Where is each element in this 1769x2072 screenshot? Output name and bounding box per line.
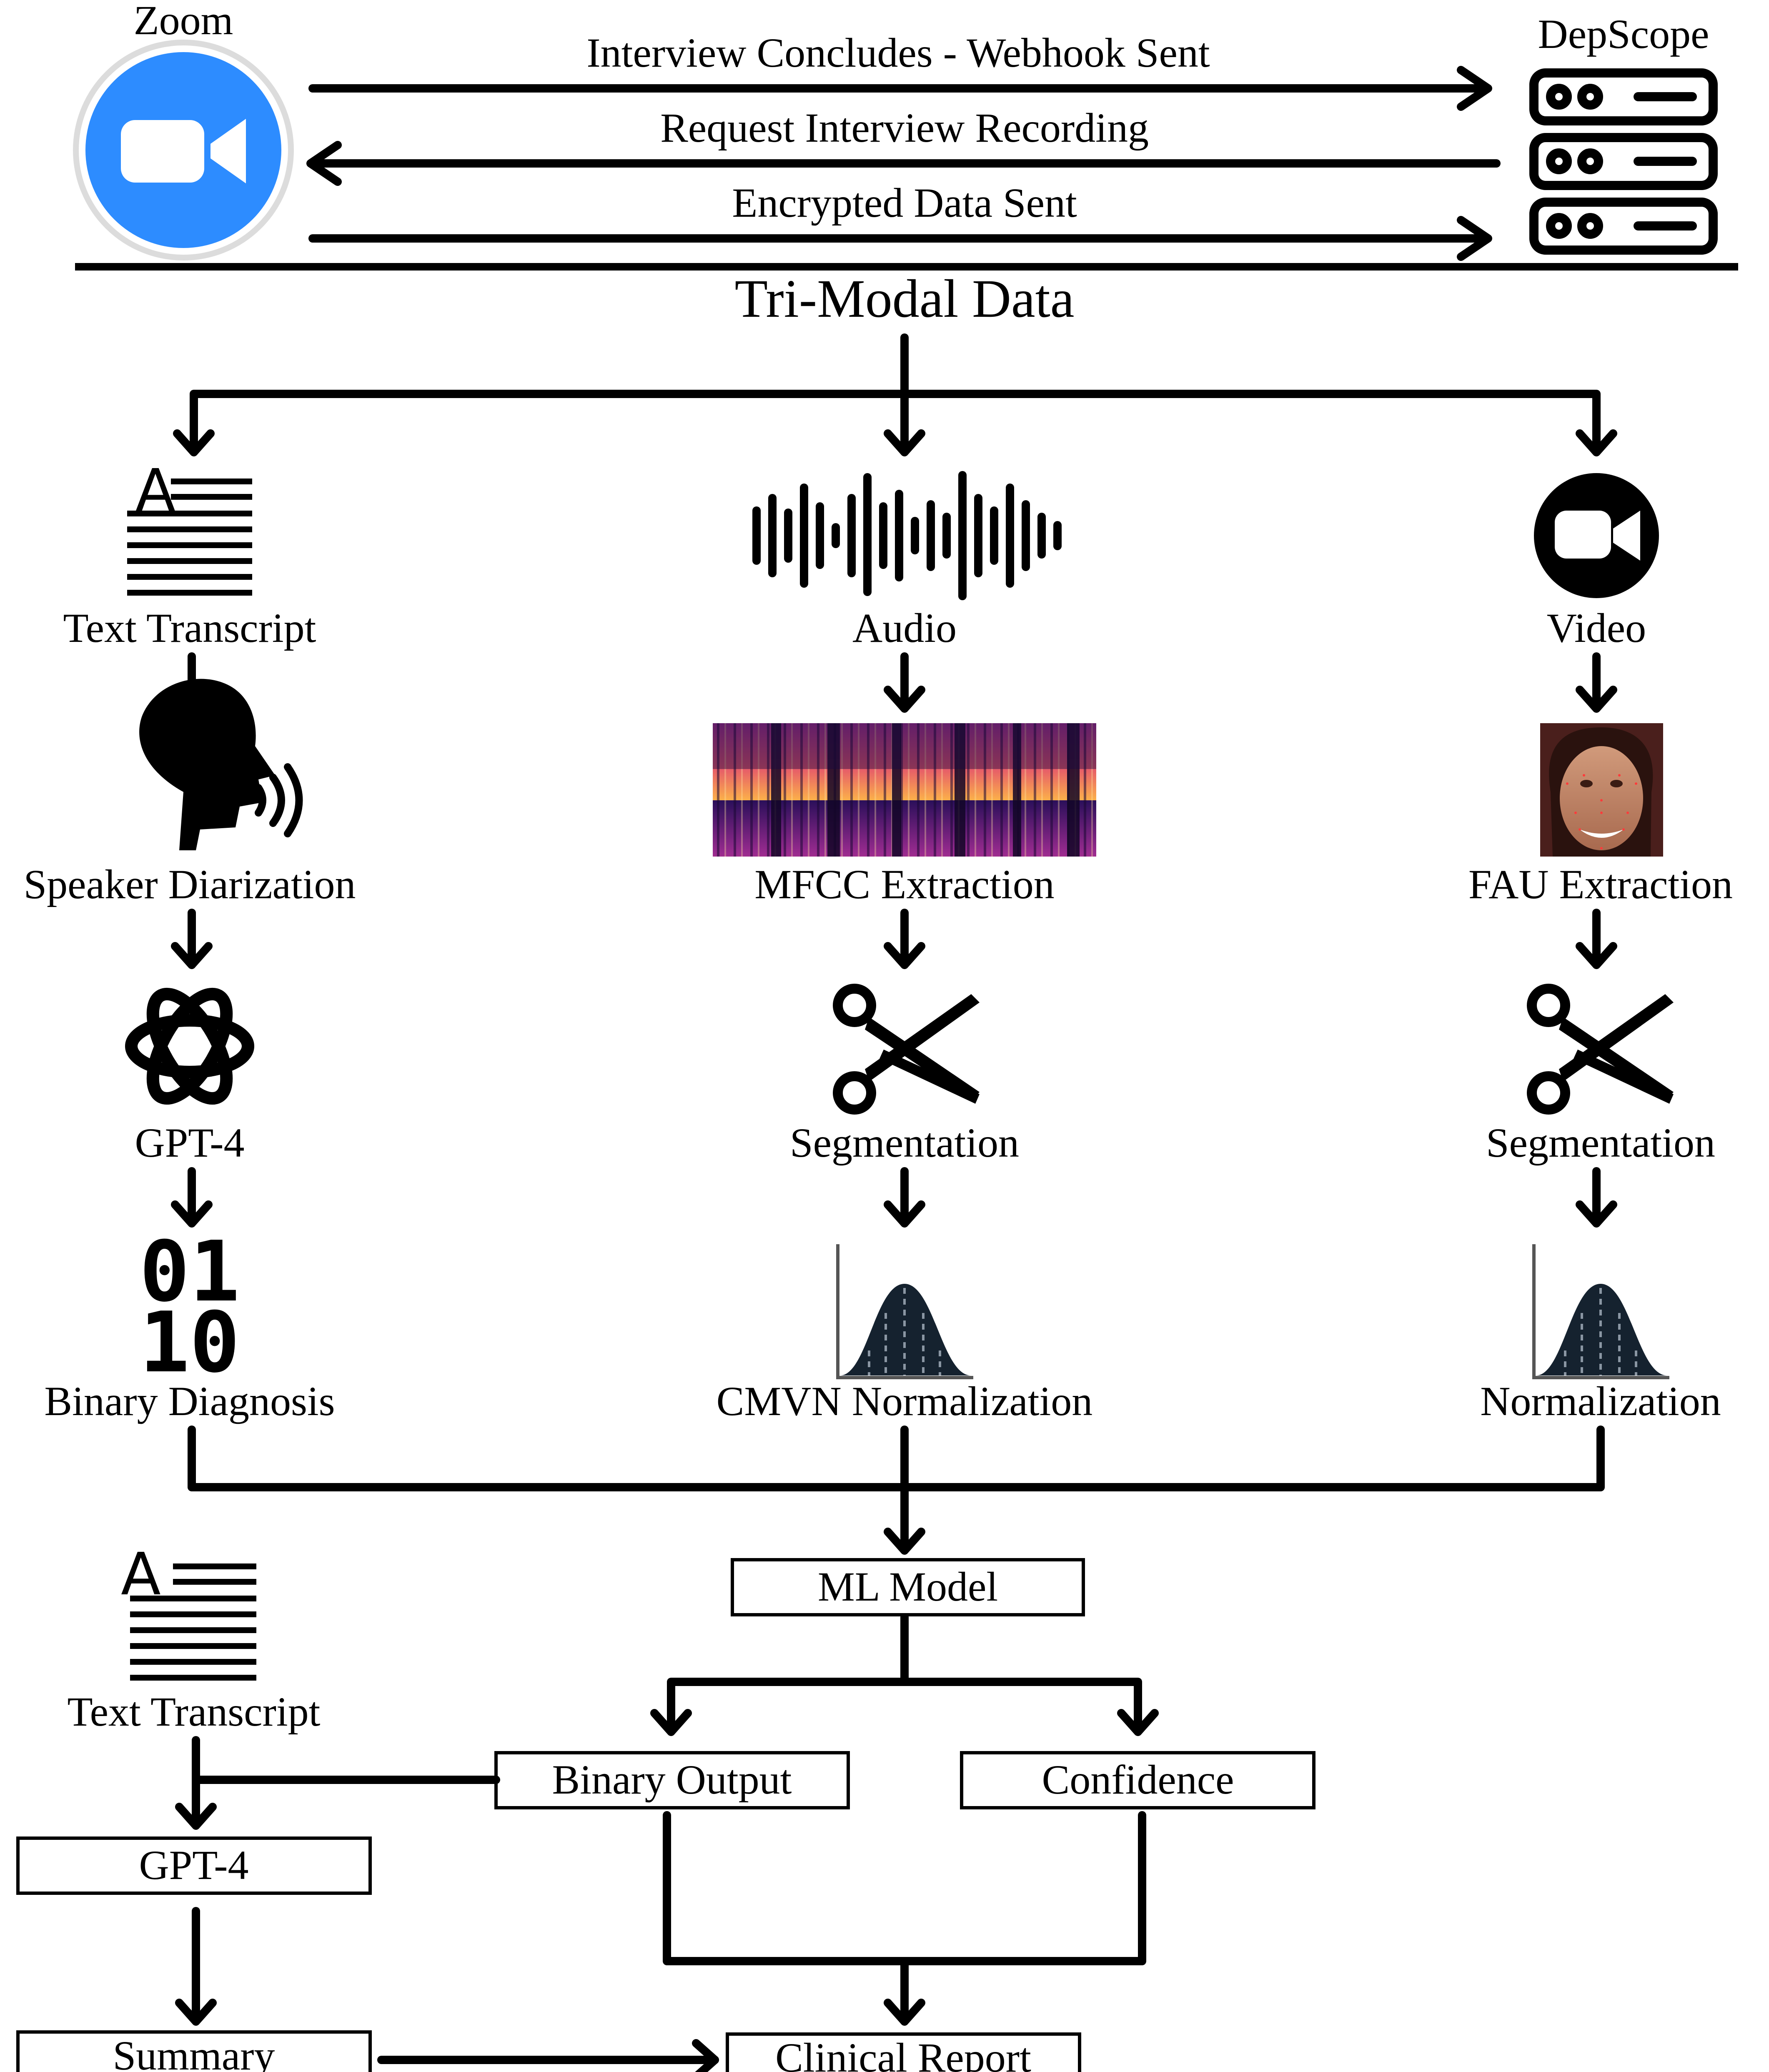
clinical-report-label: Clinical Report — [775, 2034, 1031, 2072]
video-camera-icon — [1534, 473, 1659, 598]
bell-curve-icon — [1532, 1244, 1669, 1379]
video-segmentation-label: Segmentation — [1486, 1120, 1715, 1166]
video-label: Video — [1547, 605, 1646, 651]
normalization-label: Normalization — [1480, 1378, 1721, 1424]
speaker-head-icon — [139, 679, 303, 850]
audio-arrow-3 — [884, 1167, 925, 1228]
summary-box — [16, 2030, 372, 2072]
report-transcript-label: Text Transcript — [68, 1689, 321, 1735]
model-split-connectors — [650, 1613, 1159, 1736]
trimodal-title: Tri-Modal Data — [735, 269, 1075, 329]
audio-waveform-icon — [752, 471, 1062, 600]
openai-logo-icon — [125, 987, 254, 1105]
webhook-label: Interview Concludes - Webhook Sent — [586, 30, 1210, 76]
report-gpt4-label: GPT-4 — [139, 1842, 248, 1888]
webhook-arrow — [308, 66, 1492, 111]
binary-diagnosis-label: Binary Diagnosis — [44, 1378, 335, 1424]
bell-curve-icon — [836, 1244, 973, 1379]
text-arrow-2 — [171, 909, 213, 969]
gpt4-label: GPT-4 — [135, 1120, 244, 1166]
binary-output-label: Binary Output — [552, 1756, 792, 1803]
server-icon — [1529, 68, 1718, 255]
merge-connectors — [188, 1426, 1605, 1555]
speaker-diarization-label: Speaker Diarization — [24, 861, 356, 907]
summary-label: Summary — [113, 2032, 275, 2072]
cmvn-normalization-label: CMVN Normalization — [717, 1378, 1093, 1424]
face-landmarks-image — [1540, 723, 1663, 857]
audio-label: Audio — [852, 605, 957, 651]
video-arrow-3 — [1576, 1167, 1617, 1228]
binary-output-box — [494, 1751, 850, 1809]
binary-digits-icon: 01 10 — [140, 1223, 240, 1391]
scissors-icon — [833, 984, 980, 1115]
text-arrow-3 — [171, 1167, 213, 1228]
report-connectors — [175, 1736, 1146, 2072]
binary-row-2: 10 — [140, 1294, 240, 1391]
zoom-logo-icon — [73, 40, 294, 261]
encrypted-label: Encrypted Data Sent — [732, 180, 1077, 226]
confidence-label: Confidence — [1042, 1756, 1234, 1803]
depscope-label: DepScope — [1538, 11, 1709, 57]
spectrogram-image — [713, 723, 1096, 857]
scissors-icon — [1527, 984, 1674, 1115]
confidence-box — [960, 1751, 1315, 1809]
clinical-report-box — [726, 2032, 1081, 2072]
text-transcript-label: Text Transcript — [63, 605, 316, 651]
fau-extraction-label: FAU Extraction — [1468, 861, 1733, 907]
mfcc-extraction-label: MFCC Extraction — [754, 861, 1054, 907]
encrypted-arrow — [308, 216, 1492, 261]
audio-arrow-1 — [884, 652, 925, 713]
binary-row-1: 01 — [140, 1223, 240, 1320]
request-label: Request Interview Recording — [660, 105, 1149, 151]
ml-model-box — [731, 1558, 1085, 1616]
video-arrow-2 — [1576, 909, 1617, 969]
video-arrow-1 — [1576, 652, 1617, 713]
audio-arrow-2 — [884, 909, 925, 969]
text-transcript-icon: A — [121, 1541, 256, 1681]
request-arrow — [306, 141, 1501, 186]
audio-segmentation-label: Segmentation — [790, 1120, 1019, 1166]
ml-model-label: ML Model — [818, 1563, 998, 1610]
text-transcript-icon: A — [127, 457, 252, 596]
split-connectors — [173, 333, 1617, 456]
report-gpt4-box — [16, 1836, 372, 1895]
zoom-label: Zoom — [134, 0, 233, 43]
